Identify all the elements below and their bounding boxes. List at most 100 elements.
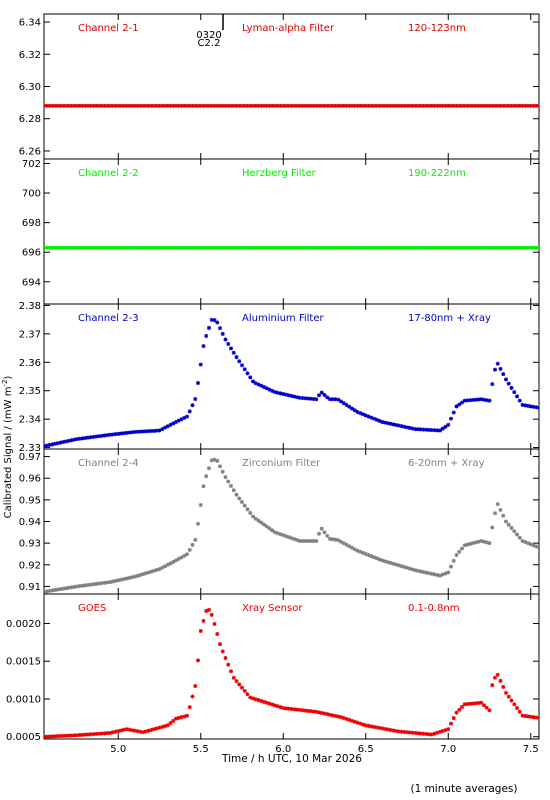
data-point [506, 245, 511, 250]
data-point [218, 642, 222, 647]
data-point [443, 103, 448, 108]
data-point [190, 245, 195, 250]
data-point [410, 103, 415, 108]
data-point [352, 245, 357, 250]
data-point [534, 103, 539, 108]
data-point [75, 437, 79, 442]
data-point [102, 580, 107, 585]
data-point [152, 103, 156, 108]
data-point [429, 732, 434, 737]
panel-frame [43, 158, 540, 305]
data-point [47, 103, 52, 108]
data-point [454, 103, 459, 108]
data-point [493, 245, 497, 250]
data-point [484, 103, 489, 108]
data-point [88, 582, 93, 587]
data-point [498, 245, 503, 250]
data-point [240, 363, 244, 368]
data-point [322, 392, 327, 397]
data-point [429, 103, 434, 108]
data-point [314, 245, 319, 250]
data-point [506, 381, 511, 386]
data-point [292, 245, 297, 250]
data-point [347, 103, 352, 108]
data-point [369, 245, 374, 250]
data-point [138, 245, 143, 250]
panel-frame [43, 448, 540, 595]
data-point [396, 103, 401, 108]
data-point [405, 730, 409, 735]
data-point [218, 245, 222, 250]
data-point [130, 103, 134, 108]
data-point [355, 720, 360, 725]
data-point [460, 546, 464, 551]
data-point [143, 103, 148, 108]
data-point [201, 618, 206, 623]
data-point [498, 678, 503, 683]
data-point [138, 429, 143, 434]
data-point [132, 429, 137, 434]
data-point [278, 532, 283, 537]
data-point [234, 492, 239, 497]
data-point [121, 431, 126, 436]
data-point [317, 710, 321, 715]
data-point [251, 245, 255, 250]
data-point [501, 684, 506, 689]
data-point [457, 103, 462, 108]
data-point [292, 537, 297, 542]
data-point [113, 245, 118, 250]
data-point [534, 245, 539, 250]
channel-label: Channel 2-4 [78, 458, 139, 469]
data-point [196, 245, 200, 250]
data-point [121, 103, 126, 108]
data-point [531, 404, 536, 409]
panel-3: 2.33 2.34 2.35 2.36 2.37 2.38 Channel 2-3 Alumi… [19, 301, 540, 454]
data-point [143, 729, 148, 734]
data-point [457, 245, 462, 250]
data-point [135, 245, 140, 250]
data-point [314, 397, 319, 402]
data-point [366, 414, 371, 419]
data-point [476, 397, 481, 402]
data-point [413, 568, 418, 573]
data-point [231, 350, 236, 355]
data-point [102, 731, 107, 736]
band-label: 6-20nm + Xray [408, 458, 485, 469]
data-point [361, 550, 365, 555]
data-point [215, 458, 220, 463]
data-point [482, 103, 486, 108]
data-point [306, 538, 310, 543]
data-point [391, 728, 396, 733]
data-point [66, 103, 71, 108]
data-point [303, 245, 308, 250]
data-point [267, 387, 272, 392]
data-point [396, 729, 401, 734]
data-point [223, 475, 228, 480]
data-point [526, 403, 530, 408]
data-point [124, 430, 129, 435]
data-point [75, 103, 79, 108]
data-point [421, 103, 426, 108]
data-point [146, 245, 151, 250]
data-point [396, 563, 401, 568]
data-point [399, 564, 404, 569]
data-point [374, 417, 379, 422]
data-point [383, 420, 387, 425]
data-point [179, 555, 184, 560]
data-point [77, 584, 82, 589]
data-point [69, 585, 74, 590]
data-point [110, 245, 115, 250]
data-point [465, 245, 470, 250]
data-point [198, 503, 203, 508]
data-point [138, 573, 143, 578]
data-point [86, 732, 90, 737]
data-point [454, 710, 459, 715]
data-point [289, 536, 294, 541]
filter-label: Zirconium Filter [242, 458, 321, 469]
data-point [333, 397, 338, 402]
data-point [449, 245, 453, 250]
data-point [427, 245, 431, 250]
data-point [537, 545, 539, 550]
data-point [171, 421, 176, 426]
data-point [245, 245, 250, 250]
